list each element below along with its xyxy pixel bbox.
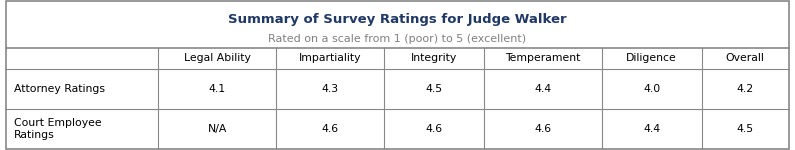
Text: Diligence: Diligence (626, 53, 677, 63)
Text: Rated on a scale from 1 (poor) to 5 (excellent): Rated on a scale from 1 (poor) to 5 (exc… (269, 34, 526, 44)
Text: 4.1: 4.1 (208, 84, 226, 94)
Text: 4.6: 4.6 (426, 124, 443, 134)
Text: 4.0: 4.0 (643, 84, 661, 94)
Text: Integrity: Integrity (411, 53, 458, 63)
Text: 4.5: 4.5 (737, 124, 754, 134)
Text: 4.2: 4.2 (737, 84, 754, 94)
Text: Attorney Ratings: Attorney Ratings (14, 84, 105, 94)
Text: Legal Ability: Legal Ability (184, 53, 250, 63)
Text: 4.4: 4.4 (643, 124, 661, 134)
Text: 4.5: 4.5 (426, 84, 443, 94)
Text: Impartiality: Impartiality (299, 53, 362, 63)
Text: 4.4: 4.4 (534, 84, 552, 94)
Text: 4.6: 4.6 (321, 124, 339, 134)
Text: N/A: N/A (207, 124, 227, 134)
Text: 4.3: 4.3 (321, 84, 339, 94)
Text: Temperament: Temperament (506, 53, 581, 63)
Text: Summary of Survey Ratings for Judge Walker: Summary of Survey Ratings for Judge Walk… (228, 13, 567, 26)
Text: Overall: Overall (726, 53, 765, 63)
Text: 4.6: 4.6 (534, 124, 552, 134)
Text: Court Employee
Ratings: Court Employee Ratings (14, 118, 102, 140)
